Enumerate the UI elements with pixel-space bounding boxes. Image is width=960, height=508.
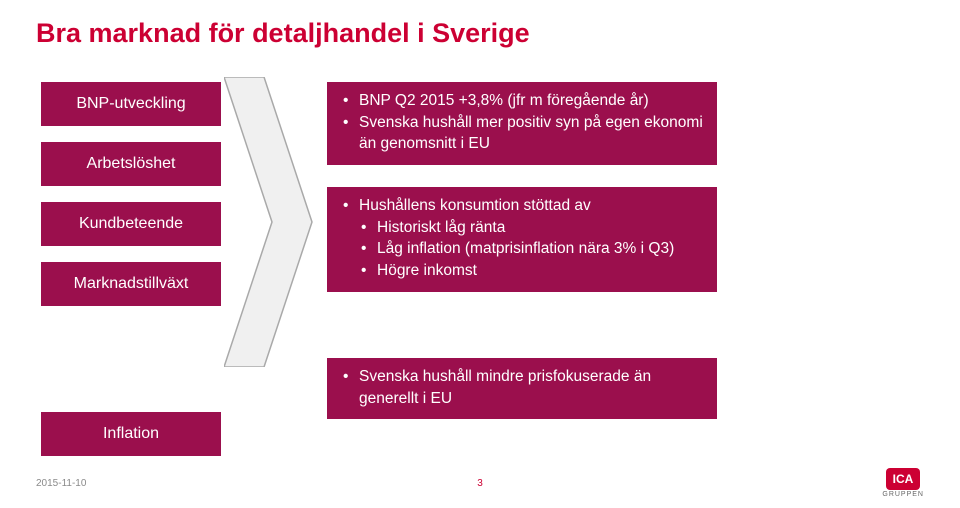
footer: 2015-11-10 3 ICA GRUPPEN (36, 468, 924, 498)
output-box-1: BNP Q2 2015 +3,8% (jfr m föregående år) … (322, 77, 722, 170)
bullet: Hushållens konsumtion stöttad av Histori… (341, 195, 703, 282)
sub-bullet: Låg inflation (matprisinflation nära 3% … (359, 238, 703, 260)
chevron-icon (224, 77, 312, 367)
bullet: BNP Q2 2015 +3,8% (jfr m föregående år) (341, 90, 703, 112)
bullet: Svenska hushåll mer positiv syn på egen … (341, 112, 703, 155)
input-box-inflation: Inflation (36, 407, 226, 461)
logo-text: ICA (893, 472, 914, 486)
inputs-column: BNP-utveckling Arbetslöshet Kundbeteende… (36, 77, 226, 467)
input-box-kundbeteende: Kundbeteende (36, 197, 226, 251)
output-box-2: Hushållens konsumtion stöttad av Histori… (322, 182, 722, 297)
input-box-arbetsloshet: Arbetslöshet (36, 137, 226, 191)
logo-subtext: GRUPPEN (882, 491, 924, 498)
funnel-arrow (224, 77, 314, 367)
input-box-bnp: BNP-utveckling (36, 77, 226, 131)
outputs-column: BNP Q2 2015 +3,8% (jfr m föregående år) … (322, 77, 722, 436)
sub-bullet: Högre inkomst (359, 260, 703, 282)
page-number: 3 (477, 478, 483, 489)
content-row: BNP-utveckling Arbetslöshet Kundbeteende… (36, 77, 924, 467)
ica-logo: ICA GRUPPEN (882, 468, 924, 498)
input-box-marknad: Marknadstillväxt (36, 257, 226, 311)
bullet-text: Hushållens konsumtion stöttad av (359, 197, 591, 214)
bullet: Svenska hushåll mindre prisfokuserade än… (341, 366, 703, 409)
page-title: Bra marknad för detaljhandel i Sverige (36, 18, 924, 49)
slide: Bra marknad för detaljhandel i Sverige B… (0, 0, 960, 508)
output-box-3: Svenska hushåll mindre prisfokuserade än… (322, 353, 722, 424)
sub-bullet: Historiskt låg ränta (359, 217, 703, 239)
footer-date: 2015-11-10 (36, 478, 86, 489)
